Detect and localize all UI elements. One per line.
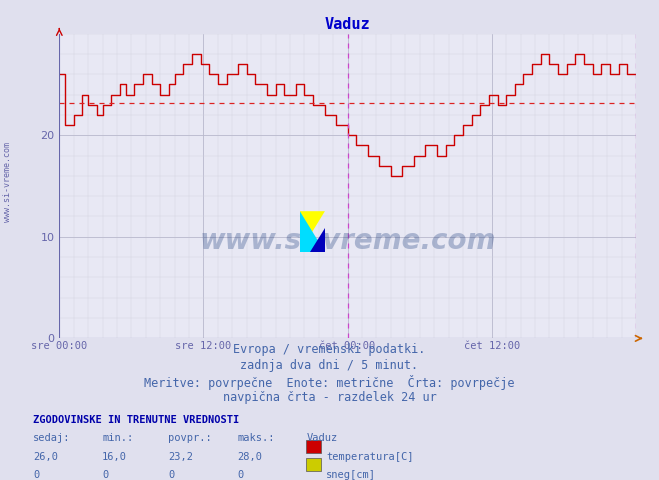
Text: min.:: min.: — [102, 433, 133, 444]
Text: Vaduz: Vaduz — [306, 433, 337, 444]
Text: Evropa / vremenski podatki.: Evropa / vremenski podatki. — [233, 343, 426, 356]
Text: povpr.:: povpr.: — [168, 433, 212, 444]
Polygon shape — [300, 211, 325, 252]
Text: 0: 0 — [33, 470, 39, 480]
Text: zadnja dva dni / 5 minut.: zadnja dva dni / 5 minut. — [241, 359, 418, 372]
Text: 0: 0 — [168, 470, 174, 480]
Text: sneg[cm]: sneg[cm] — [326, 470, 376, 480]
Polygon shape — [300, 211, 325, 252]
Text: 0: 0 — [237, 470, 243, 480]
Text: www.si-vreme.com: www.si-vreme.com — [3, 143, 13, 222]
Text: navpična črta - razdelek 24 ur: navpična črta - razdelek 24 ur — [223, 391, 436, 404]
Text: sedaj:: sedaj: — [33, 433, 71, 444]
Text: 16,0: 16,0 — [102, 452, 127, 462]
Text: 28,0: 28,0 — [237, 452, 262, 462]
Polygon shape — [310, 228, 325, 252]
Title: Vaduz: Vaduz — [325, 17, 370, 33]
Text: www.si-vreme.com: www.si-vreme.com — [200, 227, 496, 255]
Text: ZGODOVINSKE IN TRENUTNE VREDNOSTI: ZGODOVINSKE IN TRENUTNE VREDNOSTI — [33, 415, 239, 425]
Text: Meritve: povrpečne  Enote: metrične  Črta: povrpečje: Meritve: povrpečne Enote: metrične Črta:… — [144, 375, 515, 390]
Text: 26,0: 26,0 — [33, 452, 58, 462]
Text: 0: 0 — [102, 470, 108, 480]
Text: 23,2: 23,2 — [168, 452, 193, 462]
Text: temperatura[C]: temperatura[C] — [326, 452, 414, 462]
Text: maks.:: maks.: — [237, 433, 275, 444]
